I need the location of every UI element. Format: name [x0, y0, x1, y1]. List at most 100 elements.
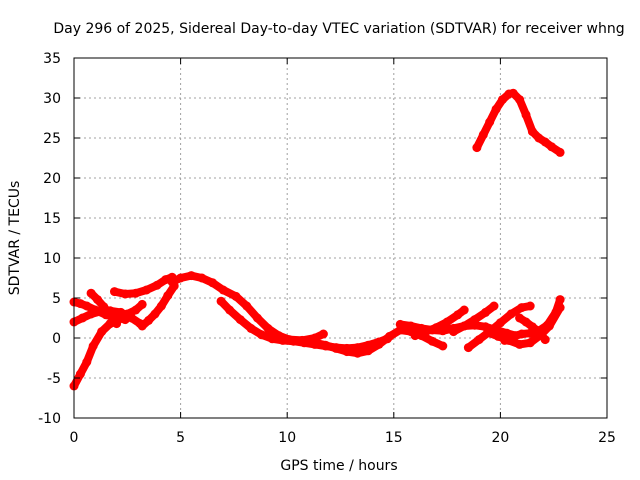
data-point: [93, 295, 102, 305]
data-point: [547, 142, 557, 152]
data-point: [489, 301, 499, 311]
data-point: [353, 348, 363, 358]
data-point: [521, 110, 531, 120]
data-point: [463, 343, 473, 353]
data-point: [427, 336, 437, 346]
data-point: [310, 338, 320, 348]
data-point: [534, 133, 544, 143]
data-point: [86, 288, 96, 298]
data-point: [527, 127, 537, 137]
data-point: [525, 338, 535, 348]
data-point: [410, 331, 420, 341]
plot-frame: [73, 57, 608, 419]
y-tick-label: 35: [43, 51, 61, 67]
data-point: [242, 301, 252, 311]
data-point: [495, 318, 505, 328]
data-point: [152, 280, 162, 290]
data-point: [472, 143, 482, 153]
axes: 0 5 10 15 20 25 -10 -5 0 5 10 15 20 25 30 35: [38, 51, 616, 446]
x-tick-label: 20: [491, 430, 509, 446]
data-point: [278, 335, 288, 345]
series-line-track-1: [70, 300, 147, 390]
data-point: [252, 313, 262, 323]
data-point: [131, 288, 141, 298]
data-point: [257, 330, 267, 340]
data-point: [395, 319, 405, 329]
data-point: [438, 341, 448, 351]
y-tick-label: -10: [38, 411, 61, 427]
data-point: [150, 309, 160, 319]
data-point: [90, 305, 100, 315]
data-point: [105, 310, 115, 320]
y-tick-label: 15: [43, 211, 61, 227]
data-point: [167, 277, 177, 287]
data-point: [88, 341, 98, 351]
data-point: [78, 313, 87, 323]
data-point: [508, 88, 518, 98]
data-point: [363, 346, 373, 356]
data-point: [225, 305, 235, 315]
data-point: [421, 327, 431, 337]
data-point: [142, 285, 151, 295]
data-point: [131, 305, 141, 315]
data-point: [508, 331, 518, 341]
data-point: [540, 137, 550, 147]
x-axis-label: GPS time / hours: [280, 458, 397, 474]
data-series: [69, 88, 565, 391]
data-point: [542, 320, 552, 330]
data-point: [515, 95, 525, 105]
data-point: [470, 315, 480, 325]
data-point: [186, 271, 196, 281]
data-point: [374, 339, 384, 349]
y-tick-label: 5: [52, 291, 61, 307]
data-point: [82, 357, 92, 367]
data-point: [493, 331, 503, 341]
data-point: [485, 117, 495, 127]
data-point: [459, 305, 469, 315]
data-point: [342, 347, 352, 357]
data-point: [331, 343, 341, 353]
y-tick-label: -5: [47, 371, 61, 387]
data-point: [521, 317, 531, 327]
data-point: [299, 336, 309, 346]
data-point: [267, 334, 277, 344]
data-point: [431, 323, 441, 333]
data-point: [481, 307, 490, 317]
x-tick-label: 25: [598, 430, 616, 446]
data-point: [449, 327, 458, 337]
data-point: [506, 309, 516, 319]
data-point: [120, 289, 130, 299]
data-point: [540, 335, 550, 345]
data-point: [318, 329, 328, 339]
data-point: [517, 303, 527, 313]
data-point: [534, 327, 544, 337]
y-tick-label: 25: [43, 131, 61, 147]
data-point: [289, 336, 299, 346]
data-point: [263, 323, 273, 333]
data-point: [459, 321, 469, 331]
data-point: [491, 104, 501, 114]
y-axis-label: SDTVAR / TECUs: [7, 181, 23, 296]
y-tick-label: 20: [43, 171, 61, 187]
data-point: [144, 315, 154, 325]
data-point: [75, 369, 85, 379]
data-point: [515, 339, 525, 349]
y-tick-label: 30: [43, 91, 61, 107]
data-point: [555, 295, 565, 305]
data-point: [453, 310, 463, 320]
y-tick-label: 10: [43, 251, 61, 267]
data-point: [218, 285, 228, 295]
data-point: [551, 307, 561, 317]
grid-lines: [74, 58, 607, 418]
data-point: [527, 322, 537, 332]
data-point: [137, 321, 147, 331]
data-point: [137, 299, 147, 309]
y-tick-label: 0: [52, 331, 61, 347]
chart-title: Day 296 of 2025, Sidereal Day-to-day VTE…: [53, 21, 624, 37]
x-tick-label: 15: [385, 430, 403, 446]
data-point: [246, 323, 256, 333]
data-point: [235, 315, 245, 325]
data-point: [197, 273, 207, 283]
